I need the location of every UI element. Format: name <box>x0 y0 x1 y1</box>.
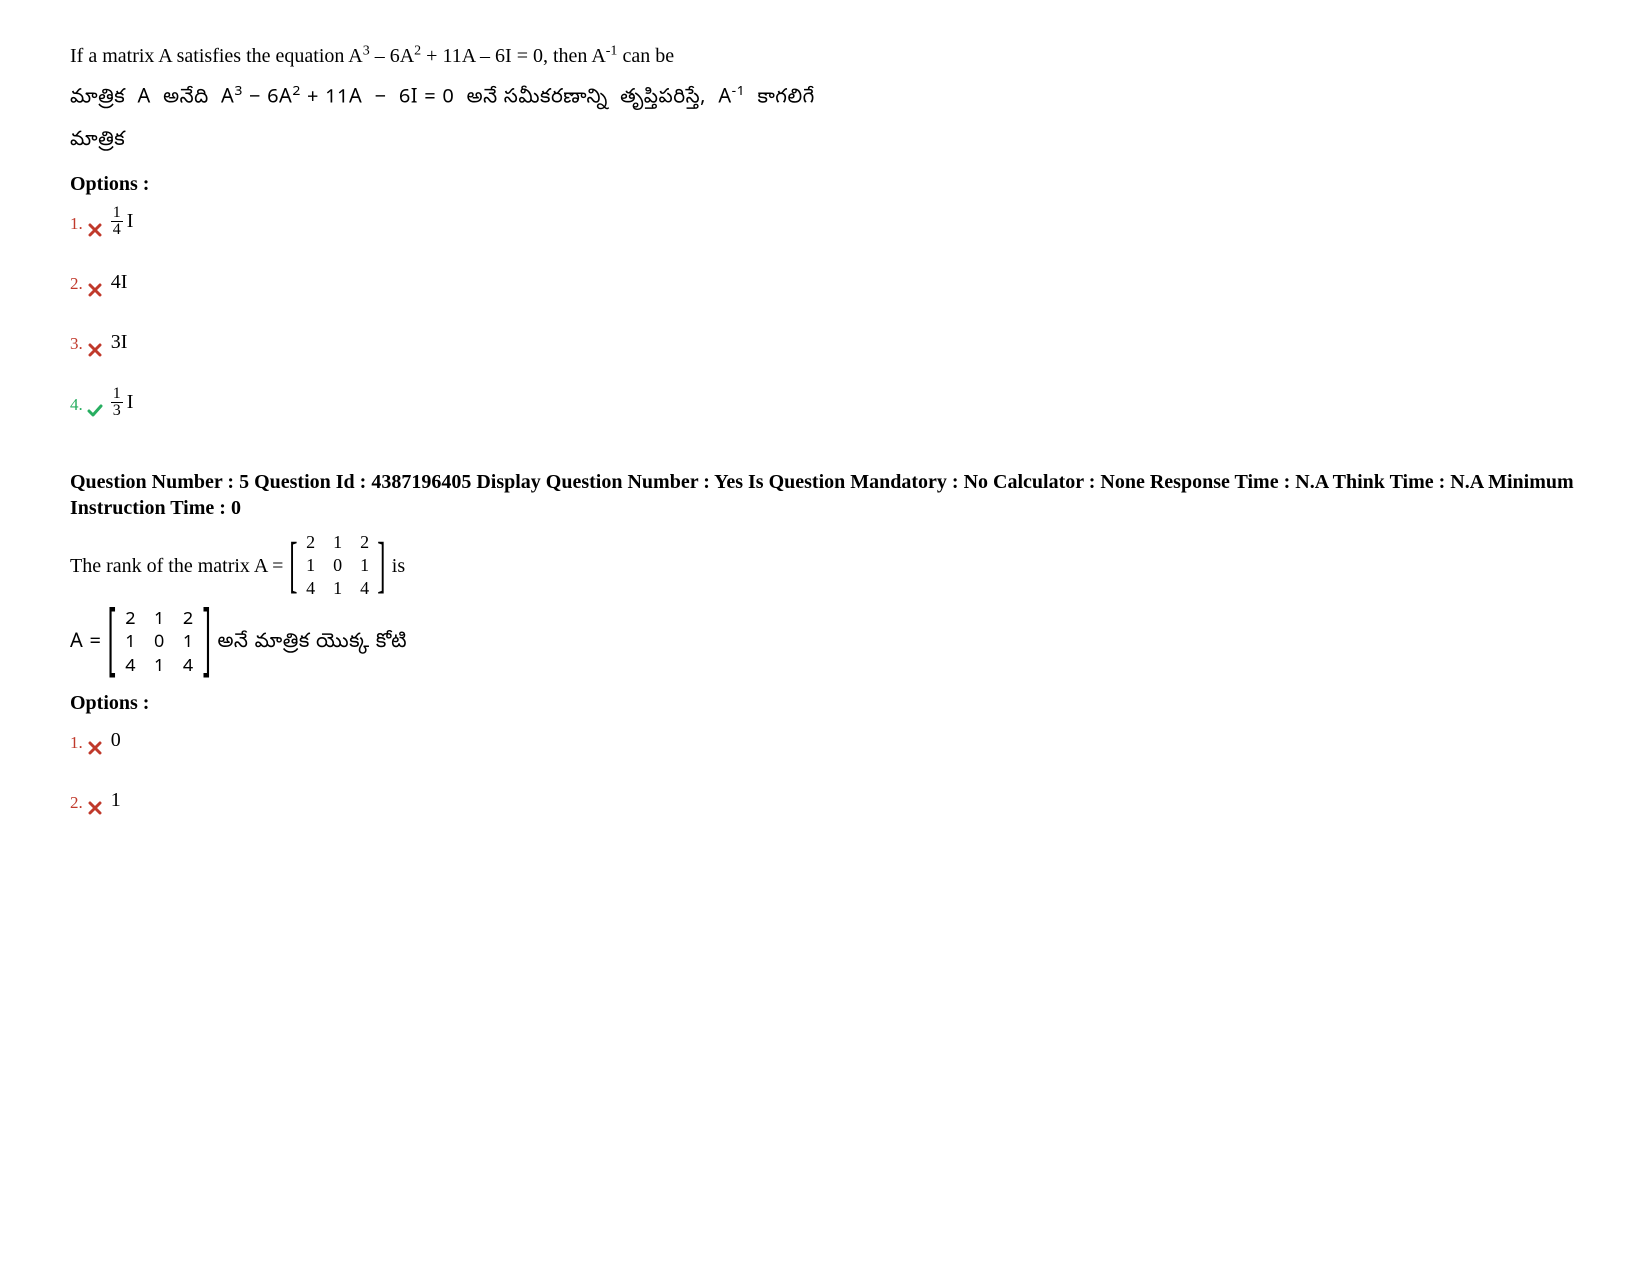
q2-telugu-text: A = [ 212 101 414 ] అనే మాత్రిక యొక్క కో… <box>70 609 1581 679</box>
option-content: 4I <box>111 266 128 298</box>
cross-icon <box>87 282 103 298</box>
cross-icon <box>87 342 103 358</box>
q2-english-text: The rank of the matrix A = [ 212 101 414… <box>70 531 1581 601</box>
option-number: 4. <box>70 391 83 418</box>
q1-option-3: 3. 3I <box>70 326 1581 358</box>
options-label: Options : <box>70 687 1581 719</box>
option-number: 2. <box>70 789 83 816</box>
q2-option-1: 1. 0 <box>70 724 1581 756</box>
q1-telugu-line2: మాత్రిక <box>70 126 1581 158</box>
q1-option-1: 1. 14 I <box>70 205 1581 238</box>
q1-telugu-line1: మాత్రిక A అనేది A3 − 6A2 + 11A − 6I = 0 … <box>70 82 1581 116</box>
option-content: 0 <box>111 724 121 756</box>
option-content: 14 I <box>111 205 134 238</box>
q1-option-4: 4. 13 I <box>70 386 1581 419</box>
cross-icon <box>87 740 103 756</box>
option-number: 2. <box>70 270 83 297</box>
option-content: 3I <box>111 326 128 358</box>
question-1-block: If a matrix A satisfies the equation A3 … <box>70 40 1581 419</box>
option-content: 13 I <box>111 386 134 419</box>
option-number: 1. <box>70 729 83 756</box>
cross-icon <box>87 800 103 816</box>
cross-icon <box>87 222 103 238</box>
question-meta: Question Number : 5 Question Id : 438719… <box>70 469 1581 521</box>
question-2-block: Question Number : 5 Question Id : 438719… <box>70 469 1581 816</box>
option-content: 1 <box>111 784 121 816</box>
option-number: 1. <box>70 210 83 237</box>
check-icon <box>87 403 103 419</box>
q2-option-2: 2. 1 <box>70 784 1581 816</box>
q1-option-2: 2. 4I <box>70 266 1581 298</box>
option-number: 3. <box>70 330 83 357</box>
matrix: [ 212 101 414 ] <box>101 609 217 679</box>
matrix: [ 212 101 414 ] <box>283 531 391 601</box>
q1-english-text: If a matrix A satisfies the equation A3 … <box>70 40 1581 72</box>
options-label: Options : <box>70 168 1581 200</box>
